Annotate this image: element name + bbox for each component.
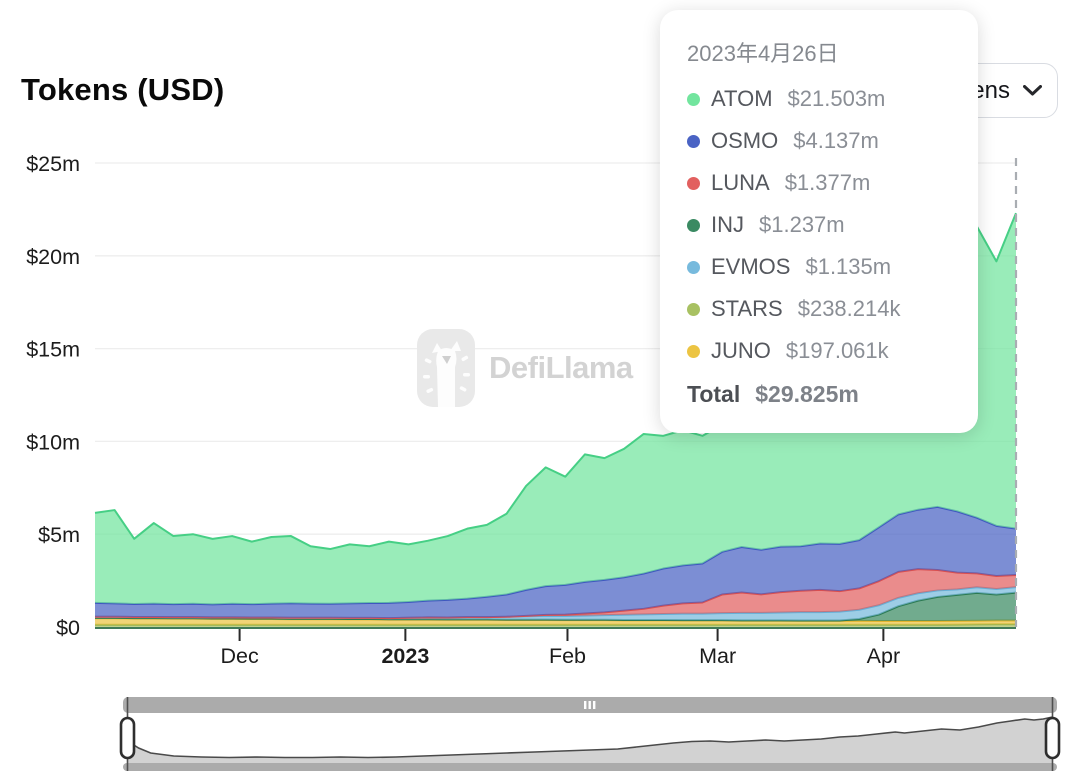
x-tick-label: Feb <box>549 644 586 668</box>
token-color-dot-icon <box>687 344 700 358</box>
token-color-dot-icon <box>687 134 700 148</box>
tooltip-row: EVMOS $1.135m <box>687 246 978 288</box>
brush-grip-icon[interactable] <box>584 701 596 709</box>
tooltip-total-label: Total <box>687 380 741 407</box>
brush-handle-right[interactable] <box>1044 716 1061 760</box>
token-color-dot-icon <box>687 302 700 316</box>
token-value: $1.377m <box>784 170 871 195</box>
token-value: $21.503m <box>787 86 886 111</box>
y-tick-label: $25m <box>26 152 80 176</box>
brush-handle-left[interactable] <box>119 716 136 760</box>
chart-tooltip: 2023年4月26日 ATOM $21.503m OSMO $4.137m LUNA $1… <box>660 10 978 433</box>
y-axis-labels: $0 $5m $10m $15m $20m $25m <box>26 152 80 640</box>
token-name: LUNA <box>711 170 770 195</box>
page-title: Tokens (USD) <box>21 72 225 107</box>
token-name: EVMOS <box>711 254 791 279</box>
tooltip-total-value: $29.825m <box>755 380 859 407</box>
token-name: JUNO <box>711 338 771 363</box>
y-tick-label: $10m <box>26 430 80 454</box>
x-tick-label: Apr <box>867 644 900 668</box>
y-tick-label: $0 <box>56 616 80 640</box>
token-value: $1.237m <box>759 212 845 237</box>
token-name: ATOM <box>711 86 773 111</box>
token-color-dot-icon <box>687 176 700 190</box>
x-axis: Dec 2023 Feb Mar Apr <box>95 627 1016 668</box>
token-value: $1.135m <box>805 254 892 279</box>
token-color-dot-icon <box>687 92 700 106</box>
datazoom-brush[interactable] <box>119 697 1061 771</box>
brush-minimap-area[interactable] <box>127 717 1053 763</box>
token-name: OSMO <box>711 128 779 153</box>
tooltip-rows: ATOM $21.503m OSMO $4.137m LUNA $1.377m INJ $1.… <box>687 78 978 372</box>
tooltip-row: STARS $238.214k <box>687 288 978 330</box>
token-value: $238.214k <box>797 296 901 321</box>
tooltip-row: INJ $1.237m <box>687 204 978 246</box>
token-color-dot-icon <box>687 218 700 232</box>
token-value: $4.137m <box>793 128 879 153</box>
x-tick-label: 2023 <box>381 644 429 668</box>
y-tick-label: $5m <box>38 523 80 547</box>
area-band-inj <box>95 592 1016 622</box>
token-value: $197.061k <box>785 338 889 363</box>
tooltip-row: JUNO $197.061k <box>687 330 978 372</box>
x-tick-label: Mar <box>699 644 736 668</box>
area-series <box>94 212 1017 627</box>
token-color-dot-icon <box>687 260 700 274</box>
chevron-down-icon <box>1023 85 1042 96</box>
tooltip-row: OSMO $4.137m <box>687 120 978 162</box>
x-tick-label: Dec <box>220 644 258 668</box>
tooltip-total-row: Total $29.825m <box>687 372 978 416</box>
brush-bottom-bar[interactable] <box>123 763 1057 771</box>
y-tick-label: $20m <box>26 245 80 269</box>
area-band-luna <box>95 569 1016 619</box>
area-band-atom <box>95 213 1016 605</box>
area-band-osmo <box>95 506 1016 619</box>
tooltip-date: 2023年4月26日 <box>687 41 839 66</box>
brush-minimap-line <box>127 716 1053 759</box>
tooltip-row: ATOM $21.503m <box>687 78 978 120</box>
token-name: INJ <box>711 212 744 237</box>
y-tick-label: $15m <box>26 338 80 362</box>
tooltip-row: LUNA $1.377m <box>687 162 978 204</box>
area-line-stars <box>95 623 1016 626</box>
token-name: STARS <box>711 296 783 321</box>
